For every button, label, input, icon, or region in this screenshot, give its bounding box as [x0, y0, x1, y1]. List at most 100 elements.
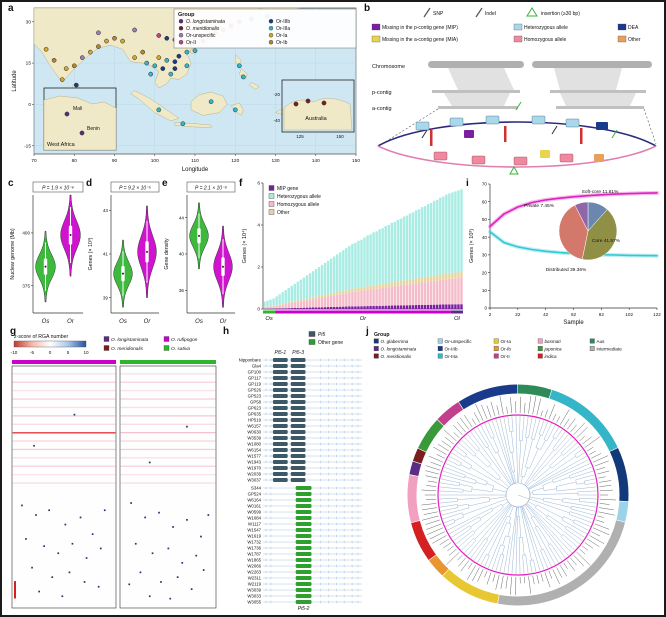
- label-text: 4: [257, 223, 260, 229]
- figure-shape: [460, 464, 470, 470]
- figure-shape: [399, 218, 403, 282]
- figure-shape: [73, 413, 76, 416]
- figure-shape: [284, 303, 287, 305]
- figure-shape: [172, 59, 178, 65]
- figure-shape: [554, 436, 567, 451]
- label-text: W3039: [247, 588, 261, 593]
- figure-shape: [44, 265, 47, 268]
- figure-shape: [445, 273, 448, 280]
- figure-shape: [533, 421, 540, 440]
- figure-shape: [351, 306, 354, 309]
- figure-shape: [577, 445, 581, 448]
- figure-shape: [120, 373, 216, 375]
- figure-shape: [61, 595, 64, 598]
- label-text: GP524: [248, 492, 262, 497]
- figure-shape: [562, 498, 580, 500]
- figure-shape: [532, 395, 537, 415]
- figure-shape: [326, 294, 330, 297]
- figure-shape: [299, 279, 303, 300]
- label-text: 150: [352, 158, 360, 164]
- label-text: intermediate: [597, 347, 623, 352]
- label-text: basmati: [545, 339, 562, 344]
- figure-shape: [167, 547, 170, 550]
- figure-shape: [314, 298, 318, 308]
- figure-shape: [120, 360, 216, 364]
- figure-shape: [375, 231, 378, 285]
- figure-shape: [515, 418, 518, 484]
- figure-shape: [278, 304, 281, 306]
- figure-shape: [290, 436, 306, 440]
- figure-shape: [57, 552, 60, 555]
- figure-shape: [472, 538, 486, 556]
- figure-shape: [369, 289, 372, 307]
- figure-shape: [339, 306, 342, 309]
- figure-shape: [460, 277, 463, 305]
- figure-shape: [444, 437, 454, 445]
- label-text: W1619: [247, 534, 261, 539]
- figure-shape: [156, 33, 162, 38]
- figure-shape: [469, 504, 511, 554]
- figure-shape: [513, 23, 523, 31]
- figure-shape: [184, 63, 190, 69]
- label-text: Or-IIIb: [445, 347, 458, 352]
- label-text: GP523: [248, 394, 262, 399]
- label-text: GP100: [248, 370, 262, 375]
- figure-shape: [458, 447, 467, 455]
- label-text: W1080: [247, 442, 261, 447]
- label-text: 2: [257, 265, 260, 271]
- figure-shape: [128, 583, 131, 586]
- figure-shape: [576, 482, 585, 485]
- map-chart: 70 80 90 100 110 120 130 140 15030150-15Longitud…: [12, 7, 360, 173]
- figure-shape: [486, 446, 489, 449]
- figure-shape: [429, 276, 433, 282]
- figure-shape: [611, 129, 618, 139]
- figure-shape: [518, 537, 521, 572]
- figure-shape: [464, 550, 467, 554]
- figure-shape: [594, 460, 609, 467]
- figure-shape: [329, 295, 333, 307]
- a-contig-label: a-contig: [372, 106, 392, 112]
- figure-shape: [591, 531, 601, 537]
- figure-shape: [563, 562, 568, 569]
- figure-shape: [515, 101, 522, 111]
- figure-shape: [351, 292, 354, 307]
- label-text: Or-unspecific: [445, 339, 473, 344]
- figure-shape: [442, 304, 445, 309]
- figure-shape: [493, 338, 499, 344]
- figure-shape: [345, 248, 348, 291]
- figure-shape: [589, 466, 592, 469]
- figure-shape: [468, 501, 490, 507]
- figure-shape: [263, 301, 266, 307]
- figure-shape: [178, 40, 184, 45]
- label-text: W1865: [247, 558, 261, 563]
- figure-shape: [326, 260, 330, 295]
- figure-shape: [144, 60, 150, 66]
- label-text: W1117: [248, 522, 262, 527]
- figure-shape: [473, 429, 476, 433]
- figure-shape: [560, 409, 570, 425]
- figure-shape: [475, 431, 487, 449]
- figure-shape: [442, 279, 445, 305]
- figure-shape: [268, 209, 275, 215]
- figure-shape: [79, 516, 82, 519]
- figure-shape: [596, 122, 608, 130]
- figure-shape: [305, 300, 309, 308]
- figure-shape: [417, 278, 421, 284]
- label-text: W1970: [247, 466, 261, 471]
- figure-shape: [290, 472, 306, 476]
- figure-shape: [402, 216, 406, 281]
- figure-shape: [339, 252, 342, 292]
- figure-shape: [295, 546, 312, 550]
- figure-shape: [458, 384, 518, 410]
- figure-shape: [596, 466, 606, 471]
- figure-shape: [354, 242, 357, 289]
- figure-shape: [454, 191, 457, 273]
- figure-shape: [548, 404, 556, 420]
- panel-j-tree: j Group O. glaberrima O. longistaminata O. …: [366, 326, 664, 613]
- figure-shape: [120, 440, 216, 442]
- pie-label-soft-core: Soft-core 11.61%: [582, 189, 619, 195]
- figure-shape: [558, 204, 589, 260]
- figure-shape: [415, 121, 430, 131]
- figure-shape: [442, 470, 446, 473]
